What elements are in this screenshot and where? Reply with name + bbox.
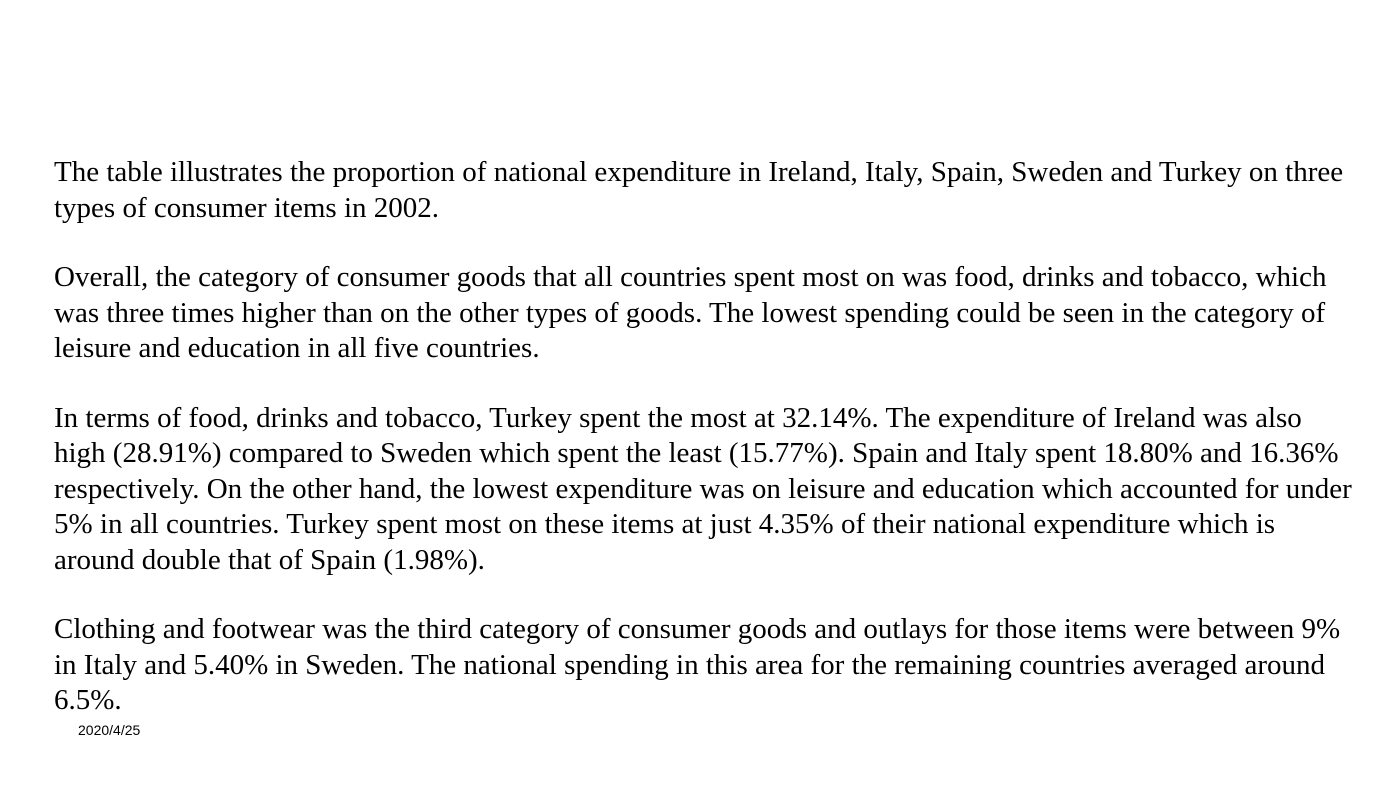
text-body: The table illustrates the proportion of … — [54, 155, 1354, 719]
paragraph-introduction: The table illustrates the proportion of … — [54, 156, 1344, 224]
paragraph-clothing: Clothing and footwear was the third cate… — [54, 613, 1341, 716]
paragraph-food-and-leisure: In terms of food, drinks and tobacco, Tu… — [54, 401, 1352, 576]
footer-date: 2020/4/25 — [78, 722, 141, 738]
paragraph-overview: Overall, the category of consumer goods … — [54, 261, 1327, 364]
